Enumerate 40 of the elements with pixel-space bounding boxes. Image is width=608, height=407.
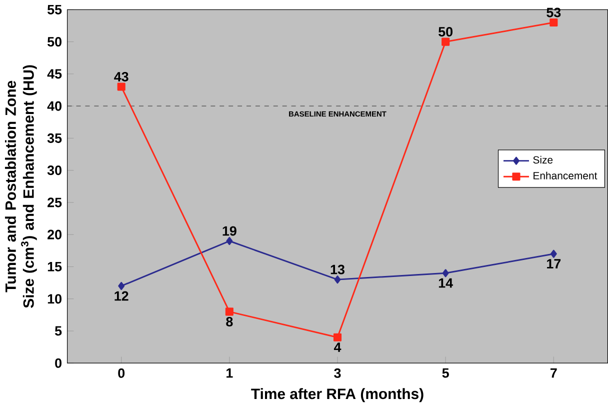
legend-label: Enhancement (534, 172, 598, 180)
y-tick-label: 0 (55, 358, 62, 368)
y-tick-label: 20 (48, 230, 62, 240)
data-label: 17 (547, 259, 561, 268)
x-tick-label: 0 (118, 368, 125, 378)
point (442, 269, 449, 278)
y-tick-label: 50 (48, 36, 62, 47)
data-label: 4 (334, 342, 342, 352)
y-tick-label: 5 (54, 326, 62, 336)
x-tick-label: 7 (550, 368, 557, 378)
y-tick-label: 10 (48, 294, 62, 304)
data-label: 14 (438, 278, 453, 288)
data-label: 8 (226, 316, 233, 326)
x-tick-label: 1 (226, 368, 233, 378)
point (225, 308, 234, 316)
x-tick-label: 3 (334, 368, 341, 378)
y-tick-label: 35 (47, 133, 62, 143)
y-tick-label: 15 (48, 262, 62, 272)
data-label: 13 (330, 264, 344, 274)
data-label: 43 (114, 72, 128, 82)
data-label: 53 (546, 8, 561, 18)
data-label: 50 (438, 26, 453, 36)
point (550, 250, 557, 258)
x-axis-title: Time after RFA (months) (251, 388, 424, 402)
point (118, 282, 125, 290)
point (226, 236, 233, 246)
y-tick-label: 45 (47, 69, 62, 79)
legend-label: Size (533, 156, 553, 164)
point (117, 82, 126, 91)
x-tick-label: 5 (442, 368, 449, 378)
data-label: 12 (114, 291, 128, 301)
y-tick-label: 30 (47, 166, 62, 176)
y-tick-label: 25 (48, 198, 62, 208)
point (334, 275, 341, 284)
y-tick-label: 55 (48, 4, 62, 14)
point (333, 333, 342, 342)
point (550, 18, 558, 27)
data-label: 19 (222, 226, 236, 236)
y-tick-label: 40 (47, 101, 62, 111)
point (442, 38, 450, 46)
